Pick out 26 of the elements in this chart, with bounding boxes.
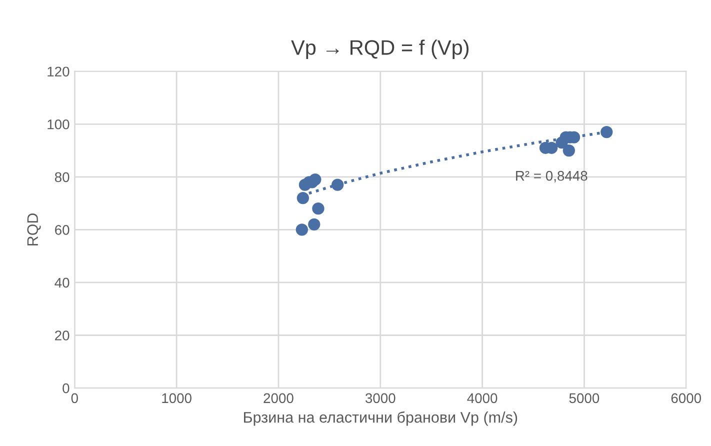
- x-tick-label: 0: [71, 393, 78, 404]
- point: [332, 178, 344, 191]
- x-tick-label: 6000: [671, 393, 702, 404]
- point: [312, 202, 324, 215]
- y-tick-label: 100: [48, 119, 70, 130]
- x-tick-label: 2000: [264, 393, 294, 404]
- point: [309, 173, 322, 186]
- x-tick-label: 5000: [569, 393, 600, 404]
- point: [296, 224, 308, 236]
- x-tick-label: 3000: [365, 393, 396, 404]
- y-tick-label: 20: [55, 330, 70, 340]
- annotation: R² = 0,8448: [516, 170, 588, 182]
- point: [296, 192, 310, 204]
- chart-title: Vp → RQD = f (Vp): [291, 40, 469, 60]
- y-tick-label: 120: [48, 66, 70, 77]
- y-axis-title: RQD: [27, 213, 41, 246]
- x-axis-title: Брзина на еластични бранови Vp (m/s): [244, 411, 518, 426]
- y-tick-label: 60: [55, 225, 70, 235]
- x-tick-label: 4000: [467, 393, 498, 404]
- point: [308, 218, 320, 230]
- y-tick-label: 40: [54, 278, 70, 288]
- y-tick-label: 80: [54, 172, 70, 182]
- y-tick-label: 0: [62, 383, 70, 394]
- point: [562, 144, 575, 157]
- point: [600, 126, 613, 138]
- x-tick-label: 1000: [162, 393, 192, 404]
